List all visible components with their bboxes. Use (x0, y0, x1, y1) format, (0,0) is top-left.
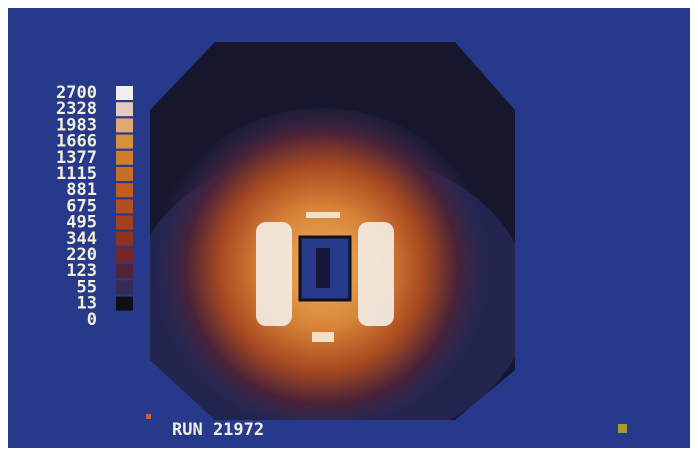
legend-label: 13 (77, 294, 97, 314)
marker-dot (146, 414, 151, 419)
legend-swatch (116, 231, 133, 246)
legend-label: 675 (66, 196, 97, 216)
center-hole (298, 235, 352, 302)
legend-label: 1666 (56, 132, 97, 152)
legend-label: 1983 (56, 115, 97, 135)
legend: 2700232819831666137711158816754953442201… (56, 83, 133, 330)
legend-swatch (116, 134, 133, 149)
hot-spot-bottom (312, 332, 334, 342)
legend-label: 220 (66, 245, 97, 265)
legend-label: 0 (87, 310, 97, 330)
hot-spot-top (306, 212, 340, 218)
legend-swatch (116, 102, 133, 117)
legend-swatch (116, 167, 133, 181)
legend-swatch (116, 118, 133, 133)
legend-label: 2328 (56, 99, 97, 119)
hot-band-right (358, 222, 394, 326)
legend-label: 1115 (56, 164, 97, 184)
legend-label: 344 (66, 229, 97, 249)
legend-label: 123 (66, 261, 97, 281)
run-label: RUN 21972 (172, 420, 264, 440)
legend-swatch (116, 248, 133, 262)
legend-label: 2700 (56, 83, 97, 103)
legend-label: 881 (66, 180, 97, 200)
center-core (316, 248, 330, 288)
heatmap (150, 42, 515, 420)
legend-swatch (116, 264, 133, 279)
legend-label: 1377 (56, 148, 97, 168)
legend-label: 495 (66, 213, 97, 233)
legend-label: 55 (77, 277, 97, 297)
legend-swatch (116, 86, 133, 100)
legend-swatch (116, 215, 133, 230)
legend-swatch (116, 150, 133, 165)
legend-swatch (116, 183, 133, 198)
legend-swatch (116, 280, 133, 295)
hot-band-left (256, 222, 292, 326)
legend-swatch (116, 199, 133, 214)
legend-swatch (116, 296, 133, 311)
marker-square (618, 424, 627, 433)
